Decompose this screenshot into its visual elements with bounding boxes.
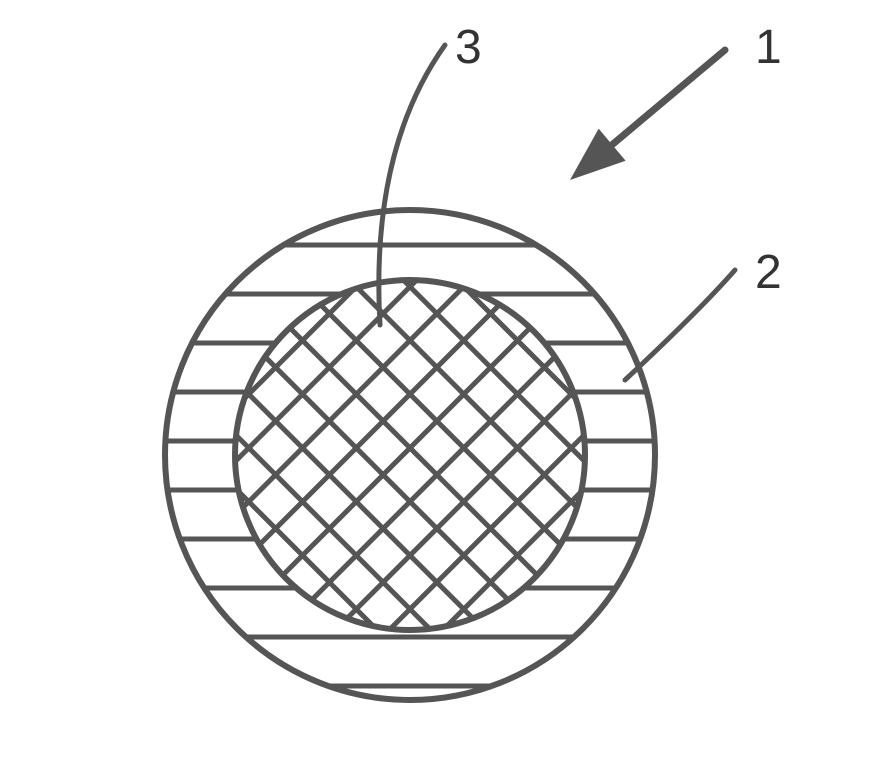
diagram-svg (0, 0, 873, 772)
label-2-outer-ring: 2 (755, 245, 782, 300)
label-1-assembly: 1 (755, 20, 782, 75)
label-3-inner-core: 3 (455, 20, 482, 75)
diagram-stage: 1 2 3 (0, 0, 873, 772)
